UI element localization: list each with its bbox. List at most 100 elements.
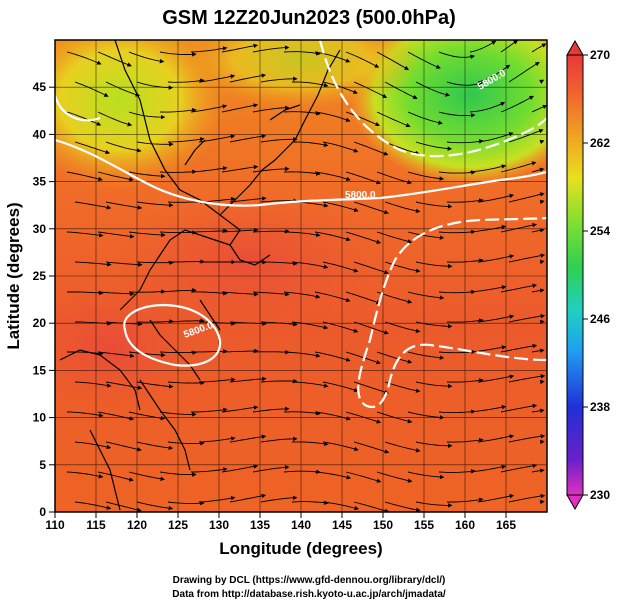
streamline bbox=[229, 376, 267, 383]
streamline bbox=[376, 471, 413, 483]
y-tick-label: 5 bbox=[39, 458, 46, 472]
streamline bbox=[105, 141, 142, 153]
streamline bbox=[500, 343, 538, 353]
contour-label: 5800.0 bbox=[345, 190, 376, 201]
streamline bbox=[469, 285, 507, 293]
streamline bbox=[376, 411, 413, 424]
streamline bbox=[229, 321, 267, 326]
y-tick-label: 40 bbox=[33, 127, 47, 141]
colorbar-tick-label: 254 bbox=[590, 224, 610, 238]
streamline bbox=[508, 493, 546, 503]
streamline bbox=[198, 436, 236, 443]
y-tick-label: 20 bbox=[33, 316, 47, 330]
streamline bbox=[384, 81, 418, 99]
streamline bbox=[191, 407, 228, 413]
streamline bbox=[74, 441, 112, 450]
streamline bbox=[322, 141, 359, 153]
streamline bbox=[322, 501, 360, 511]
streamline bbox=[159, 107, 197, 113]
streamline bbox=[446, 437, 484, 443]
streamline bbox=[136, 381, 174, 389]
streamline bbox=[407, 291, 445, 300]
streamline bbox=[198, 74, 236, 83]
streamline bbox=[128, 231, 166, 238]
streamline bbox=[345, 111, 380, 127]
streamline bbox=[322, 321, 359, 333]
streamline bbox=[74, 201, 112, 210]
streamline bbox=[376, 111, 411, 128]
streamline bbox=[283, 111, 321, 116]
streamline bbox=[252, 406, 290, 413]
streamline bbox=[500, 40, 519, 53]
streamline bbox=[260, 76, 298, 83]
streamline bbox=[446, 378, 484, 383]
streamline bbox=[345, 171, 381, 185]
y-tick-label: 45 bbox=[33, 80, 47, 94]
streamline bbox=[66, 51, 102, 65]
streamline bbox=[190, 166, 228, 173]
streamline bbox=[190, 46, 228, 53]
streamline bbox=[128, 171, 166, 179]
streamline bbox=[508, 253, 546, 263]
streamline bbox=[167, 318, 205, 324]
streamline bbox=[531, 228, 545, 233]
streamline bbox=[477, 434, 515, 443]
streamline bbox=[167, 441, 205, 446]
streamline bbox=[539, 439, 545, 445]
streamline bbox=[97, 231, 135, 239]
streamline bbox=[105, 501, 142, 512]
streamline bbox=[539, 379, 545, 385]
streamline bbox=[260, 495, 298, 503]
streamline bbox=[314, 51, 351, 63]
streamline bbox=[415, 261, 453, 269]
streamline bbox=[252, 166, 290, 173]
streamline bbox=[252, 229, 290, 234]
streamline bbox=[74, 81, 109, 97]
streamline bbox=[66, 411, 104, 418]
streamline bbox=[190, 290, 228, 296]
y-tick-label: 10 bbox=[33, 411, 47, 425]
streamline bbox=[415, 81, 451, 97]
x-tick-label: 140 bbox=[291, 518, 311, 532]
streamline bbox=[67, 290, 104, 296]
streamline bbox=[384, 201, 421, 214]
streamline bbox=[438, 229, 476, 235]
chart-title: GSM 12Z20Jun2023 (500.0hPa) bbox=[162, 7, 455, 29]
streamline bbox=[477, 374, 515, 383]
streamline bbox=[221, 227, 259, 233]
streamline bbox=[531, 468, 545, 473]
streamline bbox=[539, 139, 545, 145]
streamline bbox=[283, 231, 321, 238]
streamline bbox=[260, 321, 298, 327]
streamline bbox=[415, 501, 453, 508]
streamline bbox=[539, 79, 545, 84]
x-tick-label: 150 bbox=[373, 518, 393, 532]
streamline bbox=[500, 403, 538, 413]
streamline bbox=[477, 254, 515, 263]
streamline bbox=[159, 350, 197, 355]
streamline bbox=[345, 411, 382, 424]
streamline bbox=[74, 501, 112, 510]
streamline bbox=[221, 405, 259, 413]
streamline bbox=[353, 201, 389, 215]
streamline bbox=[283, 469, 321, 475]
streamline bbox=[167, 78, 205, 83]
streamline bbox=[415, 441, 453, 449]
streamline bbox=[508, 62, 540, 83]
streamline bbox=[353, 81, 388, 98]
streamline bbox=[314, 471, 352, 480]
streamline bbox=[531, 167, 545, 173]
streamline bbox=[438, 349, 476, 355]
x-tick-label: 165 bbox=[496, 518, 516, 532]
streamline bbox=[229, 134, 267, 143]
streamline bbox=[260, 261, 298, 266]
streamline bbox=[500, 161, 537, 173]
x-tick-label: 145 bbox=[332, 518, 352, 532]
streamline bbox=[438, 409, 476, 414]
streamline bbox=[136, 81, 174, 90]
streamline bbox=[469, 345, 507, 353]
streamline bbox=[376, 51, 410, 70]
streamline bbox=[384, 261, 421, 273]
streamline bbox=[531, 348, 545, 353]
streamline bbox=[221, 43, 259, 53]
